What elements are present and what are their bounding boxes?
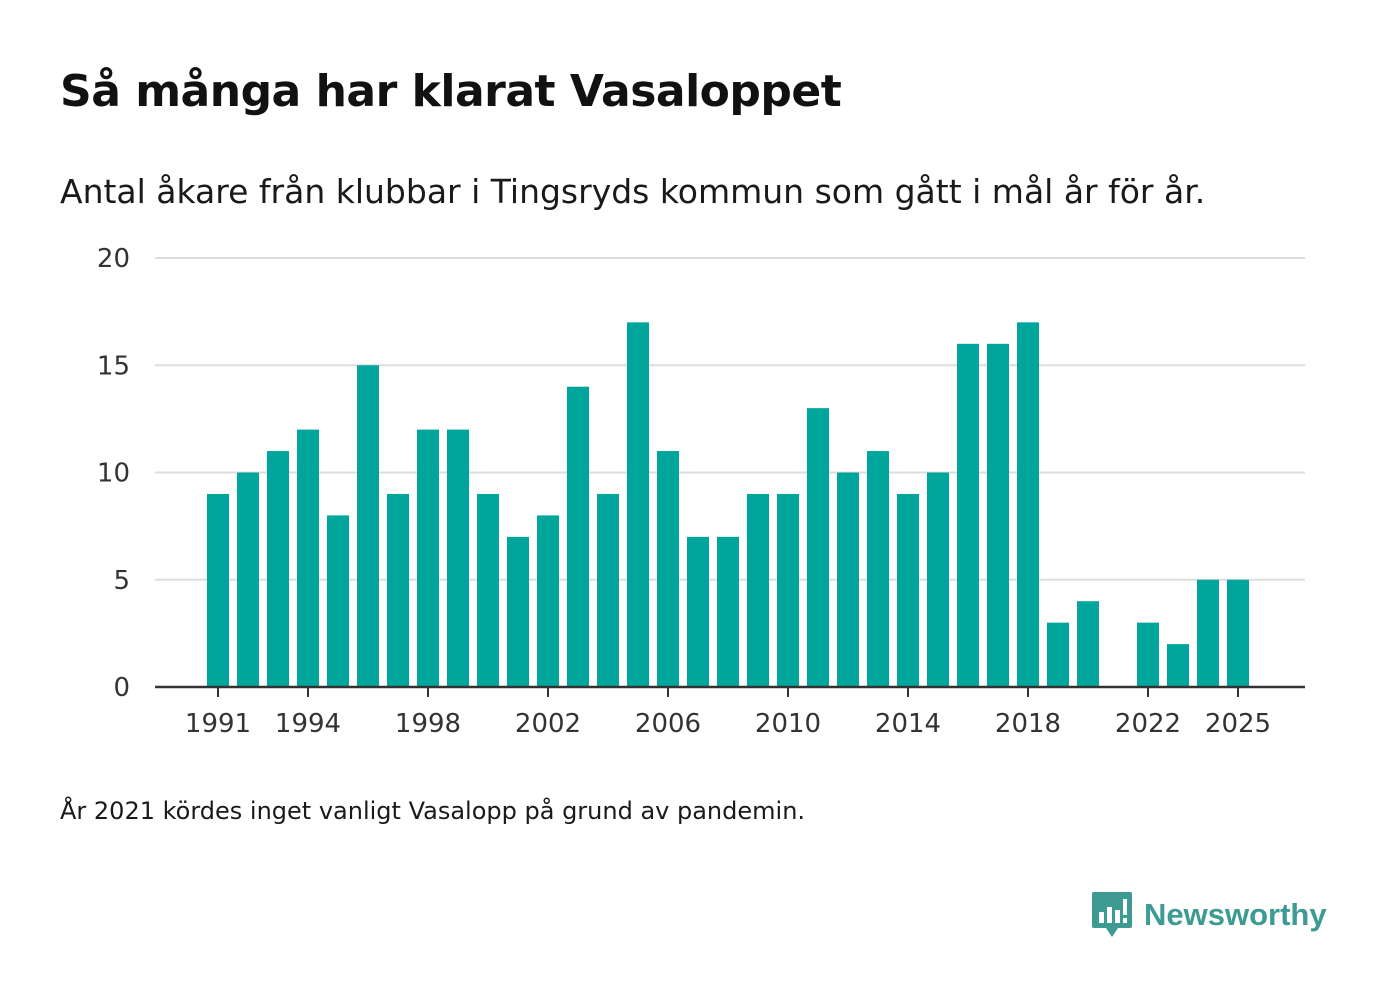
bar-2023 bbox=[1167, 644, 1189, 687]
bar-2011 bbox=[807, 408, 829, 687]
x-tick-label: 1991 bbox=[185, 709, 251, 739]
chart-title: Så många har klarat Vasaloppet bbox=[60, 66, 842, 117]
bar-2003 bbox=[567, 386, 589, 687]
bar-1994 bbox=[297, 429, 319, 687]
bar-2024 bbox=[1197, 579, 1219, 687]
bar-1999 bbox=[447, 429, 469, 687]
bar-2018 bbox=[1017, 322, 1039, 687]
bar-2006 bbox=[657, 451, 679, 687]
x-tick-label: 2010 bbox=[755, 709, 821, 739]
bar-2022 bbox=[1137, 622, 1159, 687]
y-tick-label: 15 bbox=[97, 351, 130, 381]
bar-2013 bbox=[867, 451, 889, 687]
footnote: År 2021 kördes inget vanligt Vasalopp på… bbox=[60, 797, 806, 825]
y-tick-label: 5 bbox=[113, 566, 130, 596]
bar-2016 bbox=[957, 343, 979, 687]
bar-1995 bbox=[327, 515, 349, 687]
newsworthy-logo-icon bbox=[1092, 892, 1132, 937]
bar-2004 bbox=[597, 493, 619, 687]
x-tick-label: 2022 bbox=[1115, 709, 1181, 739]
bar-2001 bbox=[507, 536, 529, 687]
bar-2014 bbox=[897, 493, 919, 687]
bar-2010 bbox=[777, 493, 799, 687]
x-tick-label: 2018 bbox=[995, 709, 1061, 739]
bar-1993 bbox=[267, 451, 289, 687]
x-axis-tick-labels: 1991 1994 1998 2002 2006 2010 2014 2018 2022 2025 bbox=[185, 709, 1271, 739]
bar-2008 bbox=[717, 536, 739, 687]
bar-2007 bbox=[687, 536, 709, 687]
bars bbox=[207, 322, 1249, 687]
x-tick-label: 2006 bbox=[635, 709, 701, 739]
bar-2009 bbox=[747, 493, 769, 687]
x-tick-label: 2002 bbox=[515, 709, 581, 739]
chart-subtitle: Antal åkare från klubbar i Tingsryds kom… bbox=[60, 172, 1206, 211]
bar-2002 bbox=[537, 515, 559, 687]
bar-2000 bbox=[477, 493, 499, 687]
bar-2015 bbox=[927, 472, 949, 687]
brand-logo: Newsworthy bbox=[1090, 890, 1327, 940]
bar-1998 bbox=[417, 429, 439, 687]
y-tick-label: 0 bbox=[113, 673, 130, 703]
x-tick-label: 1998 bbox=[395, 709, 461, 739]
x-tick-label: 2014 bbox=[875, 709, 941, 739]
bar-1997 bbox=[387, 493, 409, 687]
bar-2025 bbox=[1227, 579, 1249, 687]
bar-2020 bbox=[1077, 601, 1099, 687]
y-tick-label: 10 bbox=[97, 459, 130, 489]
bar-1991 bbox=[207, 493, 229, 687]
bar-1996 bbox=[357, 365, 379, 687]
x-axis bbox=[155, 685, 1305, 697]
bar-2017 bbox=[987, 343, 1009, 687]
y-axis-tick-labels: 0 5 10 15 20 bbox=[97, 244, 130, 703]
x-tick-label: 2025 bbox=[1205, 709, 1271, 739]
y-tick-label: 20 bbox=[97, 244, 130, 274]
bar-2012 bbox=[837, 472, 859, 687]
bar-1992 bbox=[237, 472, 259, 687]
bar-2005 bbox=[627, 322, 649, 687]
bar-2019 bbox=[1047, 622, 1069, 687]
x-tick-label: 1994 bbox=[275, 709, 341, 739]
brand-name: Newsworthy bbox=[1144, 897, 1327, 932]
